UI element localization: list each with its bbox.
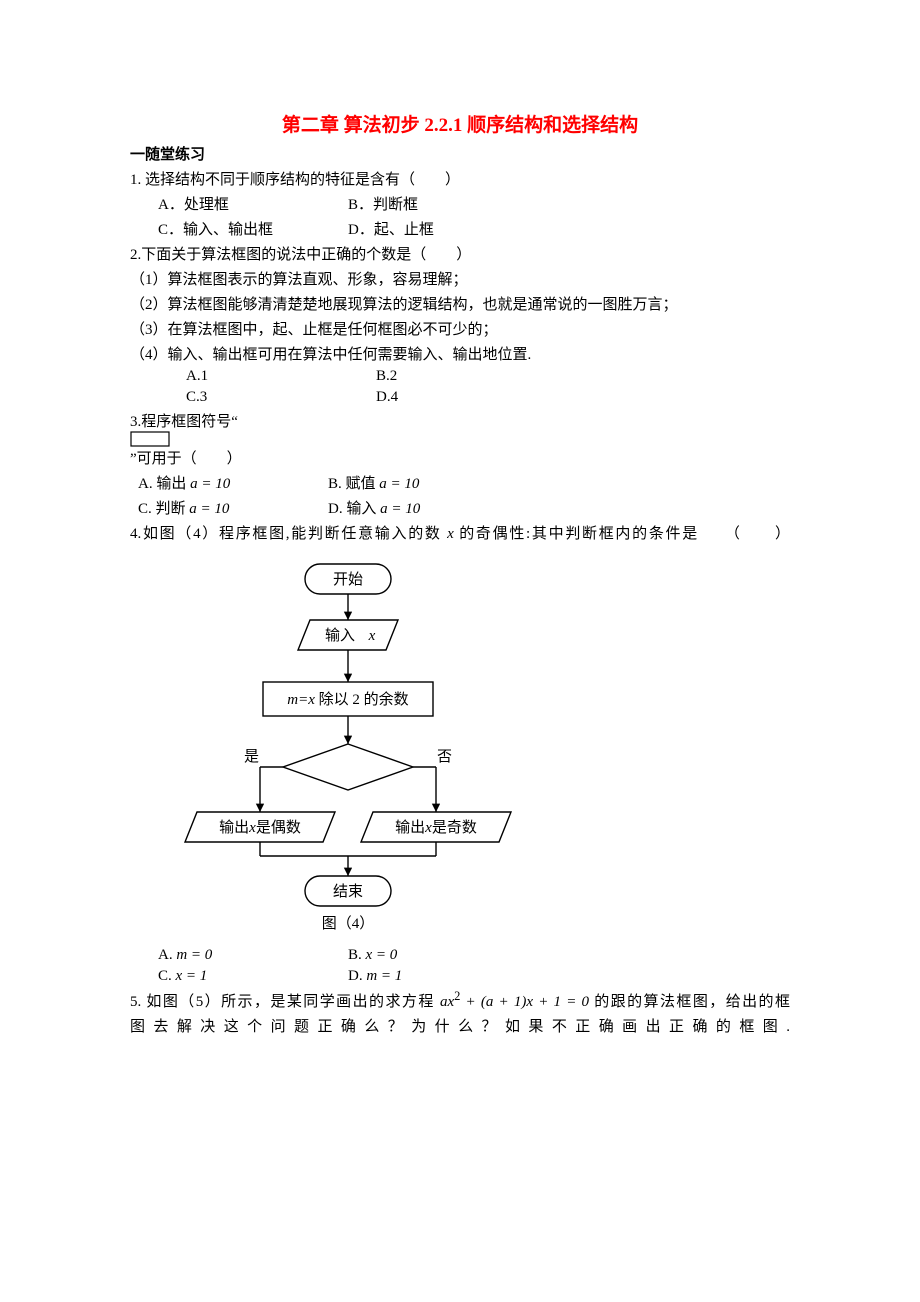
svg-text:输入: 输入 [325, 627, 355, 644]
q1-stem: 1. 选择结构不同于顺序结构的特征是含有（ ） [130, 168, 790, 189]
q2-optD: D.4 [376, 389, 566, 406]
q2-s2: （2）算法框图能够清清楚楚地展现算法的逻辑结构，也就是通常说的一图胜万言； [130, 293, 790, 314]
q4D-math: m = 1 [366, 968, 402, 984]
page: 第二章 算法初步 2.2.1 顺序结构和选择结构 一随堂练习 1. 选择结构不同… [0, 0, 920, 1100]
q2-s1: （1）算法框图表示的算法直观、形象，容易理解； [130, 268, 790, 289]
q3-optA: A. 输出 a = 10 [138, 472, 328, 493]
svg-text:图（4）: 图（4） [322, 915, 375, 932]
q4C-pre: C. [158, 968, 176, 984]
q3-optD: D. 输入 a = 10 [328, 497, 518, 518]
svg-text:是: 是 [244, 749, 259, 765]
q3-optB: B. 赋值 a = 10 [328, 472, 518, 493]
q2-optA: A.1 [186, 368, 376, 385]
q4A-math: m = 0 [176, 947, 212, 963]
svg-text:m=x 除以 2 的余数: m=x 除以 2 的余数 [287, 690, 408, 708]
q4C-math: x = 1 [176, 968, 208, 984]
q1-optA: A．处理框 [158, 193, 348, 214]
q4-pre: 4.如图（4）程序框图,能判断任意输入的数 [130, 526, 447, 542]
q3-stem: 3.程序框图符号“ ”可用于（ ） [130, 410, 790, 468]
q1-optB: B．判断框 [348, 193, 538, 214]
q3-optC: C. 判断 a = 10 [138, 497, 328, 518]
q3A-math: a = 10 [190, 476, 230, 492]
svg-text:输出x是偶数: 输出x是偶数 [219, 819, 301, 836]
q2-stem: 2.下面关于算法框图的说法中正确的个数是（ ） [130, 243, 790, 264]
q4-optB: B. x = 0 [348, 947, 538, 964]
q5-line2: 图去解决这个问题正确么？为什么？如果不正确画出正确的框图. [130, 1015, 790, 1036]
q1-optC: C．输入、输出框 [158, 218, 348, 239]
svg-text:开始: 开始 [333, 571, 363, 588]
q4-optC: C. x = 1 [158, 968, 348, 985]
rectangle-symbol-icon [130, 431, 170, 447]
q4B-math: x = 0 [366, 947, 398, 963]
q3D-pre: D. 输入 [328, 501, 380, 517]
q5-mid2: 图去解决这个问题正确么？为什么？如果不正确画出正确的框图. [130, 1019, 790, 1035]
q3B-pre: B. 赋值 [328, 476, 379, 492]
q4-optD: D. m = 1 [348, 968, 538, 985]
q3-stem-post: ”可用于（ ） [130, 451, 242, 467]
q4D-pre: D. [348, 968, 366, 984]
q4A-pre: A. [158, 947, 176, 963]
q3C-math: a = 10 [189, 501, 229, 517]
flowchart-figure: 开始输入 x m=x 除以 2 的余数是 否输出x是偶数 输出x是奇数结束图（4） [130, 559, 790, 939]
q5-math: ax2 + (a + 1)x + 1 = 0 [440, 994, 589, 1010]
q3B-math: a = 10 [379, 476, 419, 492]
svg-text:结束: 结束 [333, 883, 363, 900]
section-header: 一随堂练习 [130, 143, 790, 164]
q4-stem: 4.如图（4）程序框图,能判断任意输入的数 x 的奇偶性:其中判断框内的条件是 … [130, 522, 790, 543]
q4-optA: A. m = 0 [158, 947, 348, 964]
page-title: 第二章 算法初步 2.2.1 顺序结构和选择结构 [130, 110, 790, 137]
svg-text:x: x [368, 628, 376, 644]
q2-s4: （4）输入、输出框可用在算法中任何需要输入、输出地位置. [130, 343, 790, 364]
svg-text:输出x是奇数: 输出x是奇数 [395, 819, 477, 836]
q3A-pre: A. 输出 [138, 476, 190, 492]
q5-line1: 5. 如图（5）所示，是某同学画出的求方程 ax2 + (a + 1)x + 1… [130, 989, 790, 1011]
flowchart-svg: 开始输入 x m=x 除以 2 的余数是 否输出x是偶数 输出x是奇数结束图（4） [176, 559, 516, 939]
q2-optB: B.2 [376, 368, 566, 385]
q3-stem-pre: 3.程序框图符号“ [130, 414, 238, 430]
q5-pre: 5. 如图（5）所示，是某同学画出的求方程 [130, 994, 440, 1010]
q4-post: 的奇偶性:其中判断框内的条件是 （ ） [454, 526, 790, 542]
svg-text:否: 否 [437, 749, 452, 765]
q2-optC: C.3 [186, 389, 376, 406]
q4-var: x [447, 526, 454, 542]
q1-optD: D．起、止框 [348, 218, 538, 239]
q3C-pre: C. 判断 [138, 501, 189, 517]
q5-mid1: 的跟的算法框图，给出的框 [589, 994, 790, 1010]
q4B-pre: B. [348, 947, 366, 963]
q2-s3: （3）在算法框图中，起、止框是任何框图必不可少的； [130, 318, 790, 339]
q3D-math: a = 10 [380, 501, 420, 517]
